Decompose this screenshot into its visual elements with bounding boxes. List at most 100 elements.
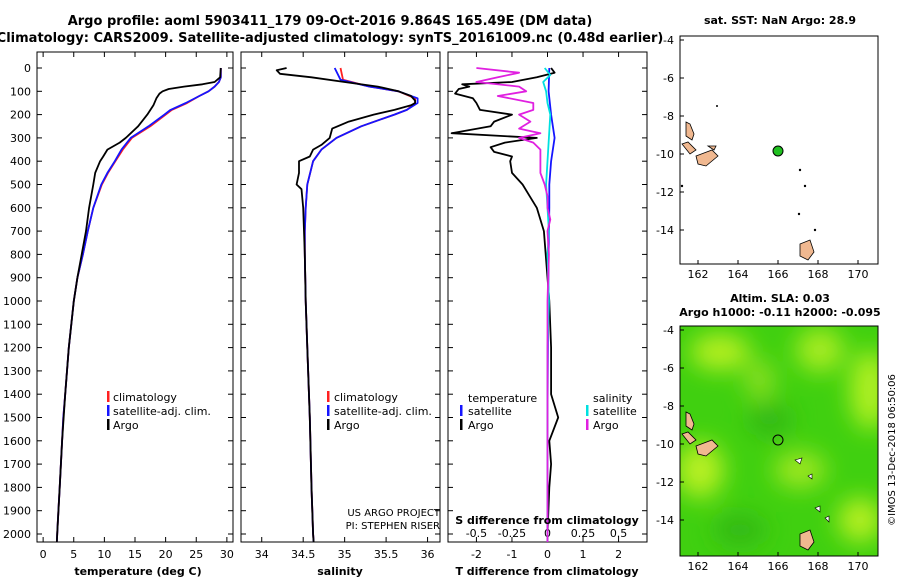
lat-tick-label: -6: [663, 362, 674, 375]
sla-map-axes: 162 164 166 168 170 -4 -6 -8 -10 -12 -14: [656, 324, 868, 573]
temperature-x-axis: 0 5 10 15 20 25 30: [40, 52, 234, 561]
x-tick-label: 0: [544, 548, 551, 561]
temperature-series: [55, 67, 222, 542]
salinity-xlabel: salinity: [317, 565, 363, 578]
watermark: ©IMOS 13-Dec-2018 06:50:06: [887, 374, 898, 526]
s-tick-label: -0.25: [498, 527, 526, 540]
legend-swatch-climatology: [327, 391, 330, 402]
lon-tick-label: 166: [768, 560, 789, 573]
figure-title-line2: Climatology: CARS2009. Satellite-adjuste…: [0, 31, 663, 46]
legend-swatch-s-argo: [586, 419, 589, 430]
salinity-legend-satellite: satellite-adj. clim.: [334, 405, 432, 418]
islet: [716, 105, 718, 107]
sst-map-title: sat. SST: NaN Argo: 28.9: [704, 14, 856, 27]
island: [695, 149, 719, 167]
depth-tick-label: 800: [10, 248, 31, 261]
lon-tick-label: 162: [688, 560, 709, 573]
legend-swatch-satellite: [107, 405, 110, 416]
island: [706, 145, 717, 151]
series-line-satellite-adj-clim-: [55, 68, 222, 542]
legend-swatch-argo: [107, 419, 110, 430]
island: [685, 411, 695, 431]
x-tick-label: -1: [506, 548, 517, 561]
islet: [813, 228, 817, 232]
legend-swatch-t-satellite: [460, 405, 463, 416]
salinity-x-axis: 34 34.5 35 35.5 36: [255, 52, 435, 561]
lat-tick-label: -6: [663, 72, 674, 85]
x-tick-label: 35.5: [374, 548, 399, 561]
depth-tick-label: 1800: [3, 481, 31, 494]
depth-tick-label: 900: [10, 272, 31, 285]
x-tick-label: 34: [255, 548, 269, 561]
series-line-climatology: [303, 67, 417, 542]
credit-pi: PI: STEPHEN RISER: [346, 521, 440, 532]
lat-tick-label: -4: [663, 34, 674, 47]
depth-tick-label: 1700: [3, 458, 31, 471]
depth-tick-label: 0: [24, 62, 31, 75]
depth-tick-label: 1000: [3, 295, 31, 308]
x-tick-label: 35: [338, 548, 352, 561]
difference-legend-t-title: temperature: [468, 392, 537, 405]
sla-patch: [796, 328, 844, 372]
sla-patch: [748, 404, 792, 436]
depth-tick-label: 500: [10, 179, 31, 192]
islet: [794, 457, 803, 465]
temperature-legend-argo: Argo: [113, 419, 139, 432]
lat-tick-label: -14: [656, 514, 674, 527]
lon-tick-label: 168: [808, 268, 829, 281]
sla-patch: [838, 498, 878, 542]
legend-swatch-satellite: [327, 405, 330, 416]
depth-tick-label: 1100: [3, 318, 31, 331]
lon-tick-label: 164: [728, 268, 749, 281]
depth-tick-label: 700: [10, 225, 31, 238]
depth-tick-label: 1500: [3, 412, 31, 425]
depth-tick-label: 200: [10, 109, 31, 122]
sla-patch: [774, 452, 826, 488]
sla-map-title1: Altim. SLA: 0.03: [730, 292, 830, 305]
temperature-legend-satellite: satellite-adj. clim.: [113, 405, 211, 418]
island: [685, 121, 695, 141]
x-tick-label: 15: [128, 548, 142, 561]
sla-map-title2: Argo h1000: -0.11 h2000: -0.095: [679, 306, 880, 319]
sla-patch: [746, 360, 774, 400]
difference-series: [450, 67, 560, 542]
island: [799, 529, 815, 551]
difference-x-axis: -2 -1 0 1 2-0.5 -0.25 0 0.25 0.5: [466, 52, 627, 561]
lat-tick-label: -12: [656, 476, 674, 489]
sst-map-land: [680, 105, 817, 261]
islet: [680, 184, 684, 188]
sla-patch: [850, 350, 878, 430]
series-line-satellite-adj-clim-: [303, 67, 419, 542]
lon-tick-label: 170: [848, 268, 869, 281]
float-location-marker: [772, 145, 784, 157]
salinity-legend: climatology satellite-adj. clim. Argo: [327, 391, 432, 432]
island: [695, 439, 719, 457]
lat-tick-label: -10: [656, 438, 674, 451]
difference-legend-t-satellite: satellite: [468, 405, 512, 418]
sla-patches: [680, 328, 878, 546]
s-tick-label: -0.5: [466, 527, 487, 540]
temperature-panel-frame: [36, 51, 234, 543]
sla-field: [680, 326, 878, 556]
x-tick-label: -2: [471, 548, 482, 561]
lon-tick-label: 170: [848, 560, 869, 573]
depth-tick-label: 1900: [3, 505, 31, 518]
depth-tick-label: 400: [10, 155, 31, 168]
salinity-legend-argo: Argo: [334, 419, 360, 432]
sla-map-frame: [679, 325, 879, 557]
island: [799, 239, 815, 261]
x-tick-label: 36: [421, 548, 435, 561]
sla-patch: [714, 514, 766, 546]
difference-legend: temperature satellite Argo salinity sate…: [460, 392, 637, 432]
series-line-climatology: [55, 68, 222, 542]
x-tick-label: 0: [40, 548, 47, 561]
temperature-xlabel: temperature (deg C): [74, 565, 201, 578]
lat-tick-label: -8: [663, 110, 674, 123]
depth-tick-label: 1200: [3, 342, 31, 355]
legend-swatch-climatology: [107, 391, 110, 402]
depth-tick-label: 2000: [3, 528, 31, 541]
lat-tick-label: -12: [656, 186, 674, 199]
lat-tick-label: -10: [656, 148, 674, 161]
temperature-legend: climatology satellite-adj. clim. Argo: [107, 391, 211, 432]
